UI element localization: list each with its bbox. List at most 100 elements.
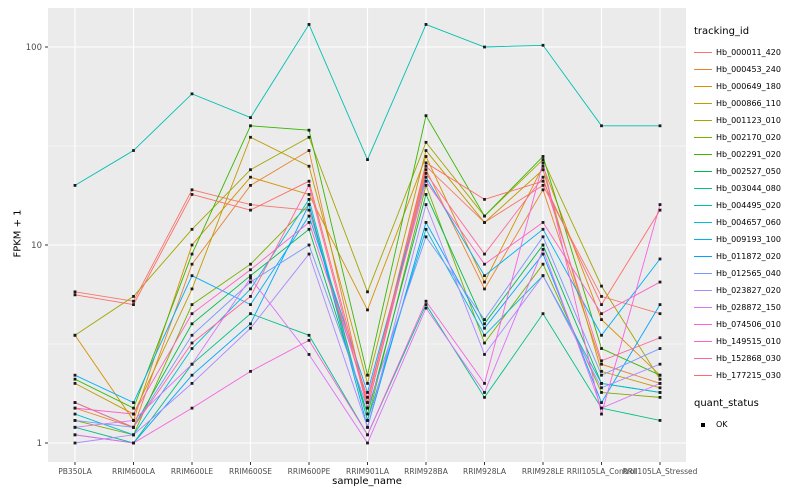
legend-entry-label: Hb_002291_020	[716, 150, 781, 159]
x-tick-label: RRII105LA_Stressed	[623, 467, 698, 476]
x-tick-label: RRIM901LA	[346, 467, 390, 476]
data-point	[249, 175, 252, 179]
legend-key-line	[694, 302, 712, 314]
legend-title-tracking-id: tracking_id	[694, 26, 750, 37]
data-point	[249, 208, 252, 212]
data-point	[600, 412, 603, 416]
data-point	[600, 124, 603, 128]
data-point	[483, 318, 486, 321]
legend-entry: Hb_177215_030	[694, 367, 800, 384]
data-point	[424, 179, 428, 183]
data-point	[600, 406, 603, 410]
data-point	[366, 419, 369, 422]
legend-line-swatch	[694, 120, 712, 121]
data-point	[424, 227, 428, 231]
y-axis-title: FPKM + 1	[12, 209, 24, 258]
data-point	[600, 401, 603, 404]
data-point	[132, 412, 135, 416]
data-point	[132, 299, 135, 303]
data-point	[658, 377, 662, 381]
data-point	[483, 341, 486, 345]
legend-key-line	[694, 200, 712, 212]
data-point	[73, 433, 77, 437]
data-point	[541, 312, 545, 316]
data-point	[190, 406, 194, 410]
data-point	[249, 168, 252, 172]
legend-entry-label: Hb_004657_060	[716, 218, 781, 227]
legend-line-swatch	[694, 307, 712, 308]
data-point	[600, 362, 603, 366]
data-point	[483, 274, 486, 278]
data-point	[249, 274, 252, 278]
data-point	[483, 252, 486, 256]
data-point	[483, 280, 486, 284]
data-point	[132, 303, 135, 307]
data-point	[249, 287, 252, 291]
data-point	[658, 312, 662, 316]
legend-line-swatch	[694, 137, 712, 138]
legend-key-line	[694, 336, 712, 348]
legend-key-line	[694, 319, 712, 331]
data-point	[600, 347, 603, 350]
legend-entry-label: Hb_000866_110	[716, 99, 781, 108]
legend-key-line	[694, 268, 712, 280]
data-point	[600, 373, 603, 377]
legend-entry-label: Hb_011872_020	[716, 252, 781, 261]
legend-key-line	[694, 166, 712, 178]
data-point	[541, 252, 545, 256]
legend-entry-label: Hb_074506_010	[716, 320, 781, 329]
legend-entry-label: Hb_149515_010	[716, 337, 781, 346]
data-point	[307, 203, 311, 206]
data-point	[424, 23, 428, 26]
data-point	[541, 158, 545, 161]
legend-entry: Hb_002291_020	[694, 146, 800, 163]
data-point	[541, 274, 545, 278]
data-point	[600, 318, 603, 321]
x-tick-label: RRII105LA_Control	[567, 467, 637, 476]
data-point	[366, 158, 369, 161]
data-point	[132, 401, 135, 404]
legend-entry: Hb_028872_150	[694, 299, 800, 316]
data-point	[73, 293, 77, 297]
data-point	[658, 280, 662, 284]
data-point	[541, 179, 545, 183]
legend-line-swatch	[694, 171, 712, 172]
legend-line-swatch	[694, 86, 712, 87]
data-point	[366, 308, 369, 312]
x-tick-label: RRIM928BA	[404, 467, 449, 476]
data-point	[600, 386, 603, 390]
data-point	[132, 433, 135, 437]
data-point	[190, 262, 194, 266]
data-point	[600, 391, 603, 394]
data-point	[132, 295, 135, 298]
data-point	[483, 381, 486, 385]
data-point	[307, 23, 311, 26]
data-point	[307, 227, 311, 231]
data-point	[600, 284, 603, 288]
data-point	[366, 395, 369, 399]
legend-line-swatch	[694, 69, 712, 70]
data-point	[424, 155, 428, 158]
data-point	[190, 92, 194, 96]
data-point	[483, 287, 486, 291]
legend-line-swatch	[694, 52, 712, 53]
legend-entry: Hb_003044_080	[694, 180, 800, 197]
legend-line-swatch	[694, 324, 712, 325]
legend-entry-label: Hb_002527_050	[716, 167, 781, 176]
legend-entry: Hb_149515_010	[694, 333, 800, 350]
legend-key-line	[694, 64, 712, 76]
data-point	[366, 425, 369, 429]
data-point	[73, 183, 77, 187]
x-tick-label: RRIM928LE	[522, 467, 565, 476]
data-point	[132, 419, 135, 422]
legend-entry-label: Hb_028872_150	[716, 303, 781, 312]
data-point	[249, 268, 252, 272]
data-point	[600, 381, 603, 385]
legend-entry-label: Hb_000011_420	[716, 48, 781, 57]
data-point	[190, 188, 194, 192]
legend-entry: Hb_000649_180	[694, 78, 800, 95]
legend-entry-label: Hb_177215_030	[716, 371, 781, 380]
data-point	[190, 243, 194, 247]
data-point	[190, 341, 194, 345]
legend-key-line	[694, 149, 712, 161]
